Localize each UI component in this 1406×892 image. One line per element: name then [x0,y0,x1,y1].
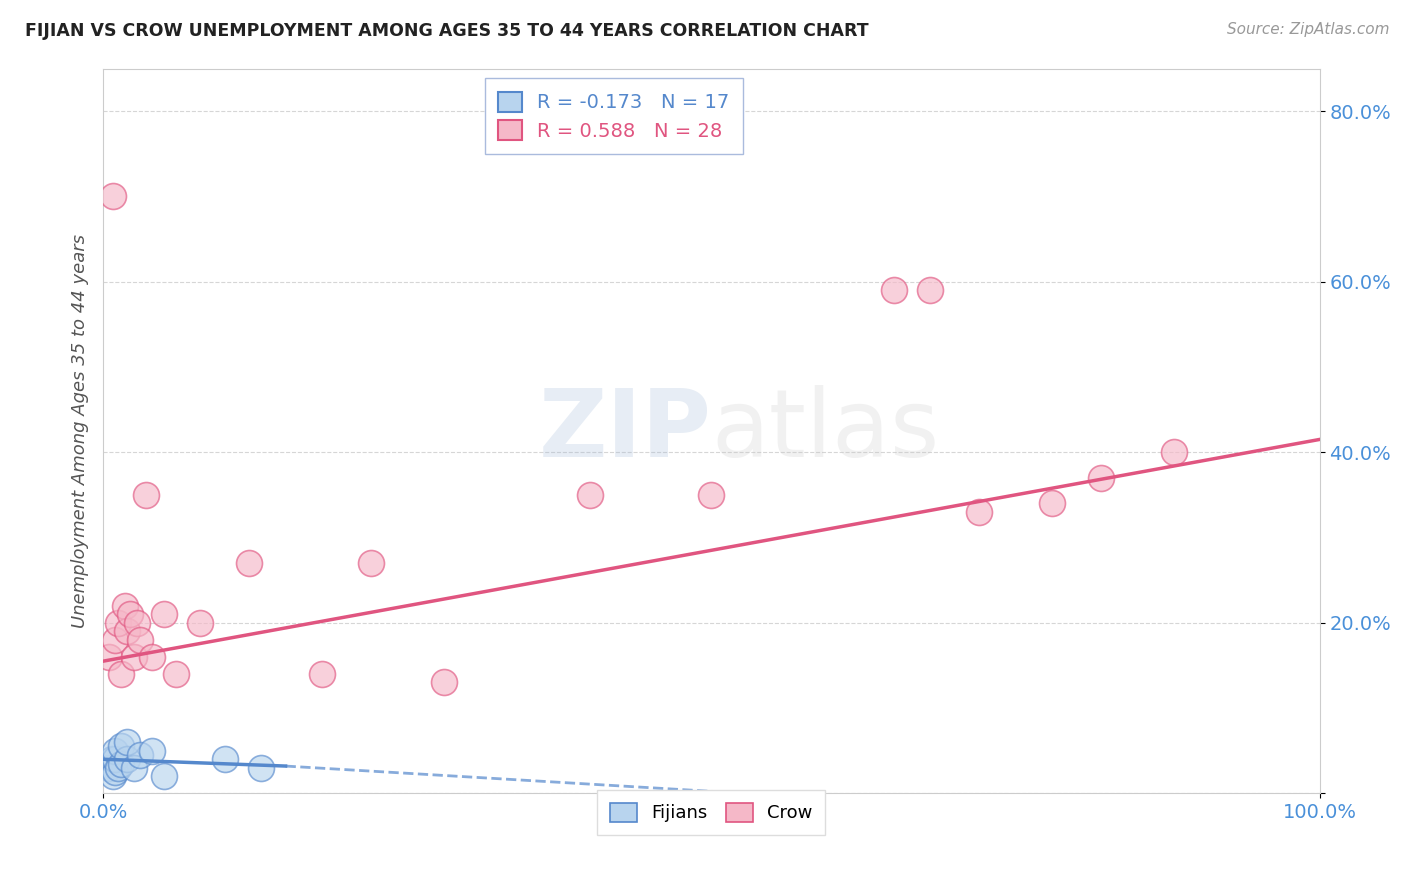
Point [104,744,127,758]
Point [117,624,139,639]
Text: FIJIAN VS CROW UNEMPLOYMENT AMONG AGES 35 TO 44 YEARS CORRELATION CHART: FIJIAN VS CROW UNEMPLOYMENT AMONG AGES 3… [25,22,869,40]
Point [135,488,157,502]
Point [920,283,942,297]
Point [433,675,456,690]
Point [118,607,141,622]
Point [700,488,723,502]
Point [104,765,127,780]
Point [117,752,139,766]
Point [104,632,127,647]
Point [104,752,127,766]
Point [98,649,121,664]
Point [98,761,121,775]
Point [141,744,163,758]
Point [141,649,163,664]
Point [214,752,236,766]
Point [128,632,150,647]
Point [360,556,382,570]
Point [1090,471,1112,485]
Point [128,747,150,762]
Y-axis label: Unemployment Among Ages 35 to 44 years: Unemployment Among Ages 35 to 44 years [72,234,89,628]
Point [110,667,132,681]
Point [883,283,905,297]
Point [153,769,176,783]
Point [578,488,600,502]
Point [967,505,990,519]
Point [127,615,149,630]
Point [117,735,139,749]
Point [311,667,333,681]
Point [250,761,273,775]
Point [122,761,145,775]
Point [101,769,124,783]
Point [153,607,176,622]
Legend: Fijians, Crow: Fijians, Crow [598,790,825,835]
Point [107,761,129,775]
Text: Source: ZipAtlas.com: Source: ZipAtlas.com [1226,22,1389,37]
Point [110,756,132,771]
Point [1163,445,1185,459]
Point [238,556,260,570]
Point [165,667,187,681]
Text: atlas: atlas [711,385,939,477]
Text: ZIP: ZIP [538,385,711,477]
Point [1040,496,1063,510]
Point [107,615,129,630]
Point [122,649,145,664]
Point [101,189,124,203]
Point [110,739,132,754]
Point [114,599,136,613]
Point [100,752,122,766]
Point [190,615,212,630]
